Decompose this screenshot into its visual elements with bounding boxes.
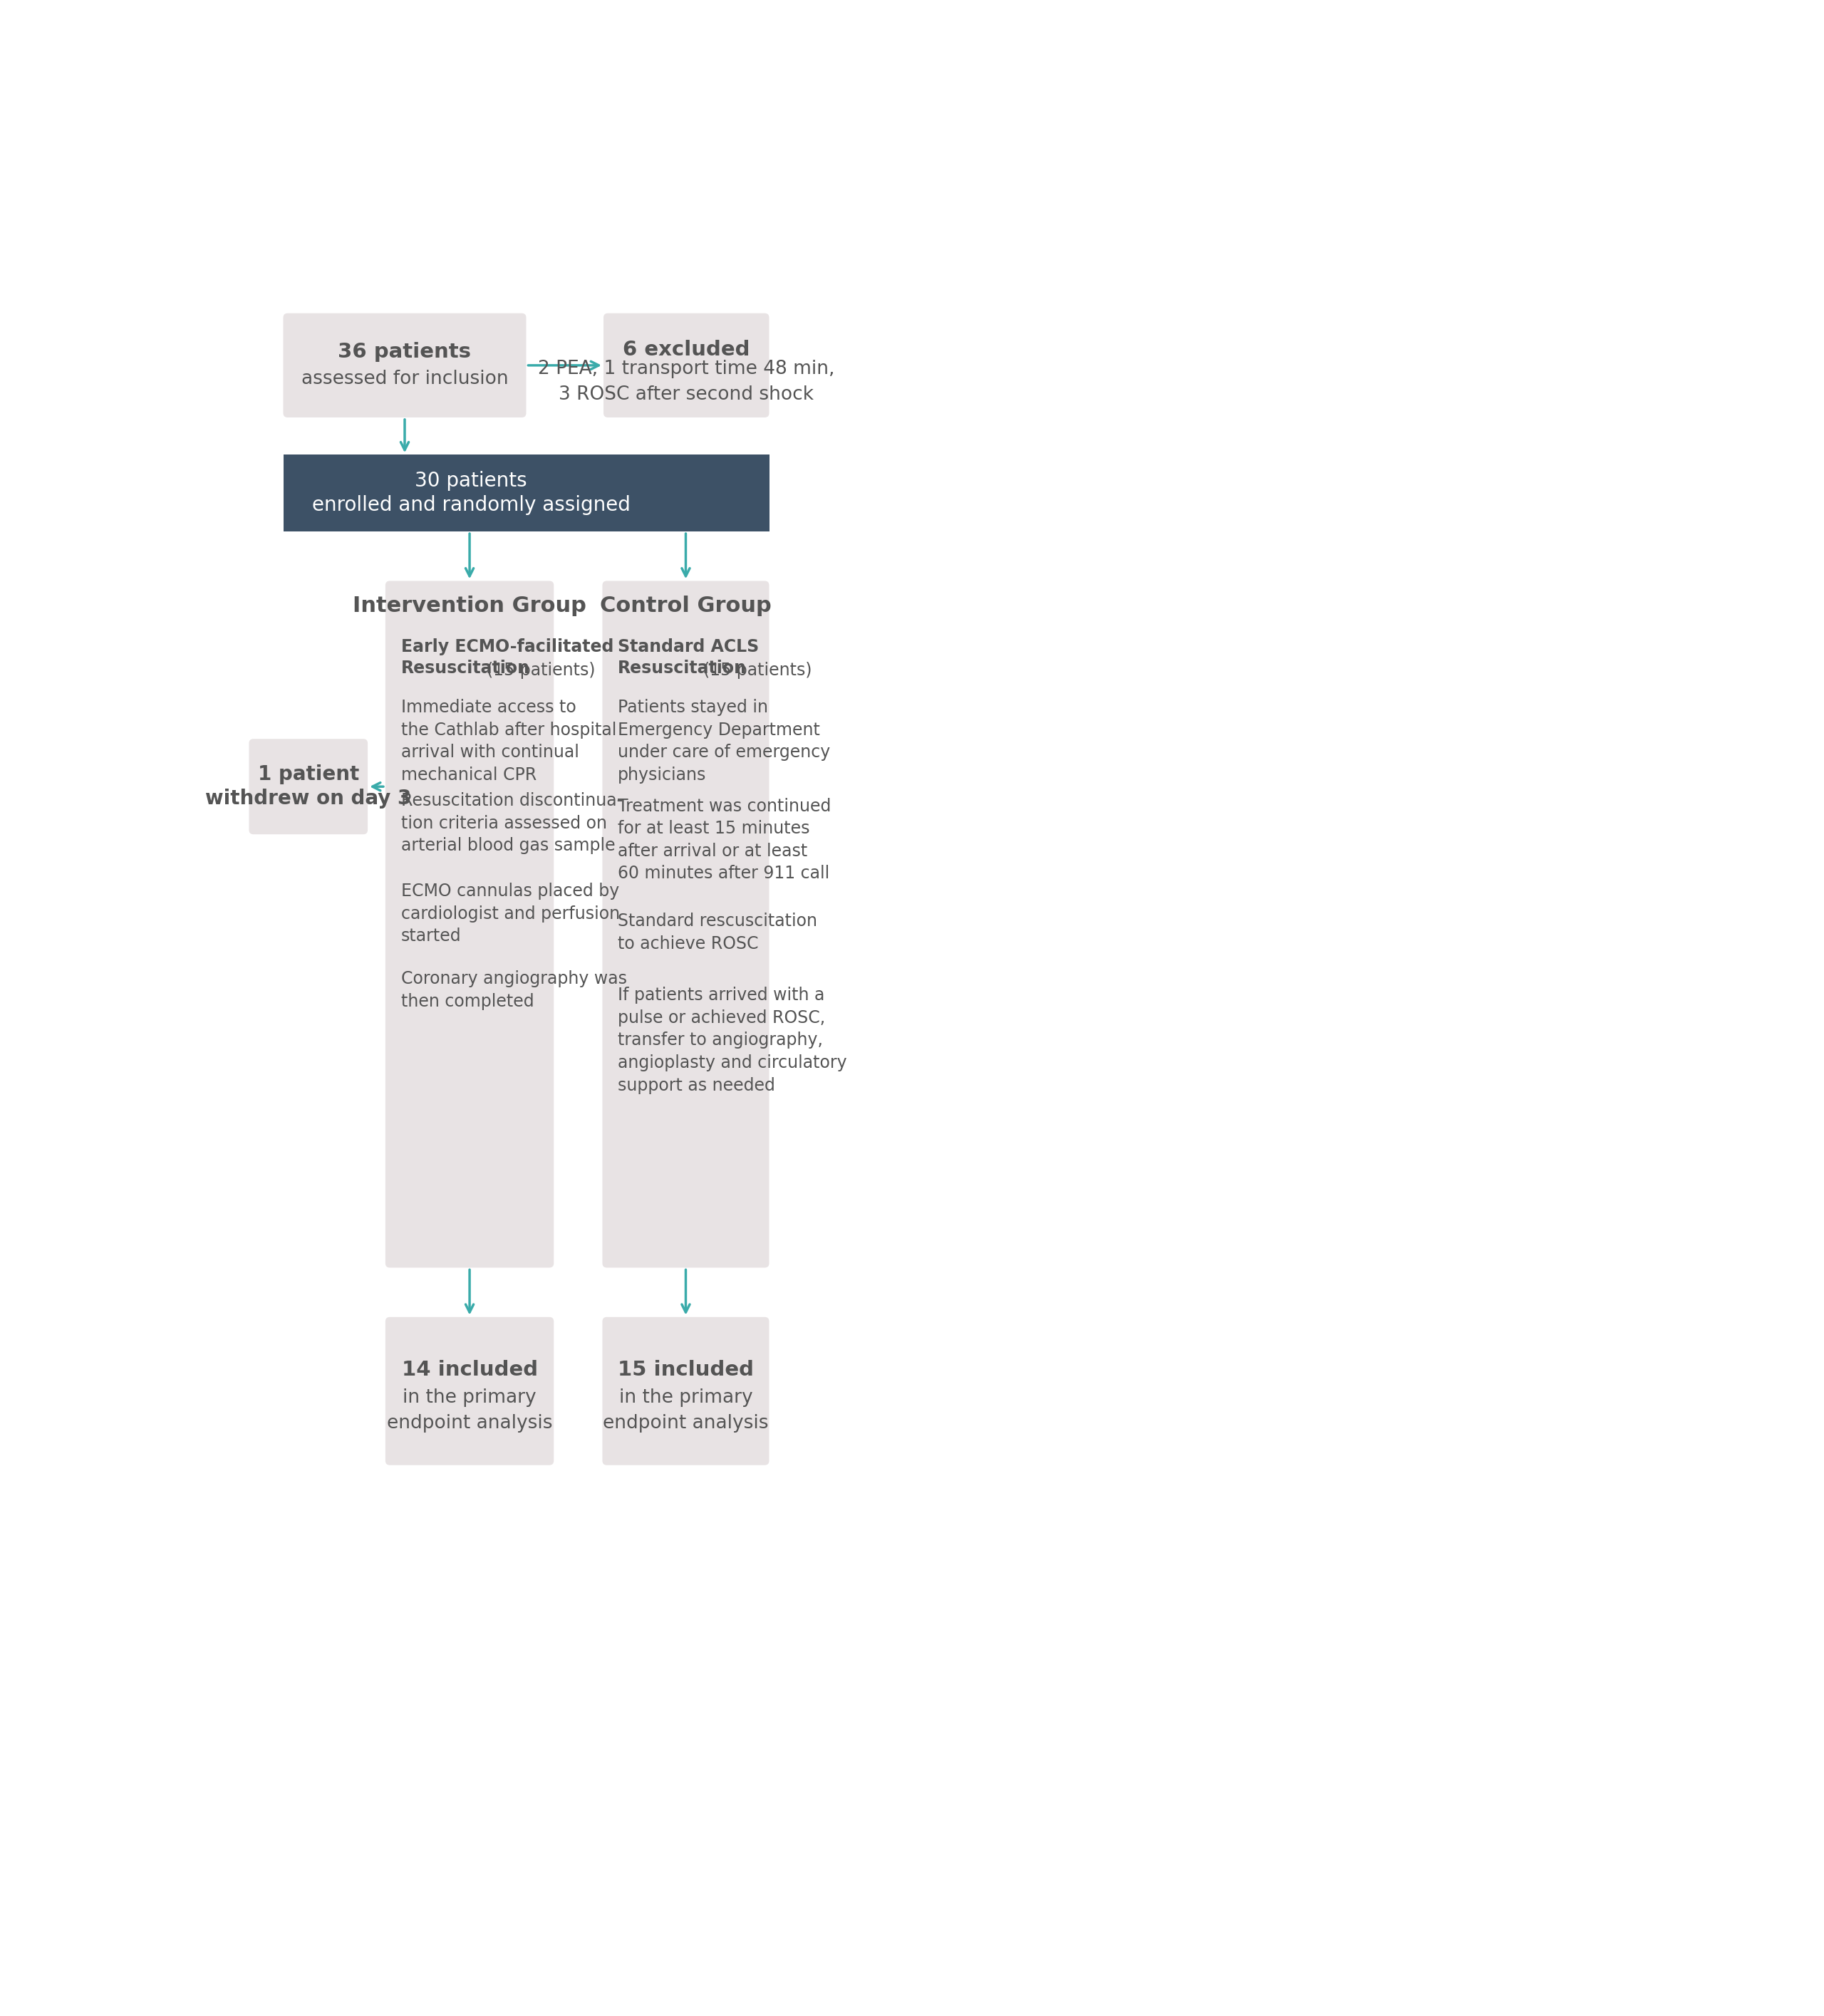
Text: Immediate access to
the Cathlab after hospital
arrival with continual
mechanical: Immediate access to the Cathlab after ho… <box>401 700 617 784</box>
Text: Coronary angiography was
then completed: Coronary angiography was then completed <box>401 970 627 1010</box>
Text: (15 patients): (15 patients) <box>704 661 812 679</box>
FancyBboxPatch shape <box>602 581 770 1268</box>
FancyBboxPatch shape <box>250 740 368 835</box>
Text: Early ECMO-facilitated
Resuscitation: Early ECMO-facilitated Resuscitation <box>401 639 613 677</box>
Text: Patients stayed in
Emergency Department
under care of emergency
physicians: Patients stayed in Emergency Department … <box>618 700 830 784</box>
Text: 6 excluded: 6 excluded <box>622 341 750 361</box>
Text: If patients arrived with a
pulse or achieved ROSC,
transfer to angiography,
angi: If patients arrived with a pulse or achi… <box>618 986 846 1095</box>
Text: 2 PEA, 1 transport time 48 min,
3 ROSC after second shock: 2 PEA, 1 transport time 48 min, 3 ROSC a… <box>538 359 835 403</box>
Text: ECMO cannulas placed by
cardiologist and perfusion
started: ECMO cannulas placed by cardiologist and… <box>401 883 620 946</box>
Text: Intervention Group: Intervention Group <box>352 595 586 617</box>
Bar <box>283 456 770 532</box>
Text: 1 patient: 1 patient <box>257 764 359 784</box>
FancyBboxPatch shape <box>385 1316 554 1466</box>
Text: Control Group: Control Group <box>600 595 772 617</box>
Text: Treatment was continued
for at least 15 minutes
after arrival or at least
60 min: Treatment was continued for at least 15 … <box>618 798 832 883</box>
Text: Standard ACLS
Resuscitation: Standard ACLS Resuscitation <box>618 639 759 677</box>
FancyBboxPatch shape <box>283 312 525 417</box>
FancyBboxPatch shape <box>602 1316 770 1466</box>
Text: Resuscitation discontinua-
tion criteria assessed on
arterial blood gas sample: Resuscitation discontinua- tion criteria… <box>401 792 622 855</box>
Text: 36 patients: 36 patients <box>337 341 471 361</box>
Text: enrolled and randomly assigned: enrolled and randomly assigned <box>312 496 629 516</box>
Text: 14 included: 14 included <box>401 1361 538 1381</box>
FancyBboxPatch shape <box>604 312 770 417</box>
Text: withdrew on day 3: withdrew on day 3 <box>206 788 412 808</box>
Text: Standard rescuscitation
to achieve ROSC: Standard rescuscitation to achieve ROSC <box>618 913 817 952</box>
Text: in the primary
endpoint analysis: in the primary endpoint analysis <box>604 1389 768 1431</box>
Text: in the primary
endpoint analysis: in the primary endpoint analysis <box>387 1389 553 1431</box>
Text: assessed for inclusion: assessed for inclusion <box>301 369 509 389</box>
Text: 15 included: 15 included <box>618 1361 753 1381</box>
FancyBboxPatch shape <box>385 581 554 1268</box>
Text: (15 patients): (15 patients) <box>487 661 595 679</box>
Text: 30 patients: 30 patients <box>414 472 527 492</box>
